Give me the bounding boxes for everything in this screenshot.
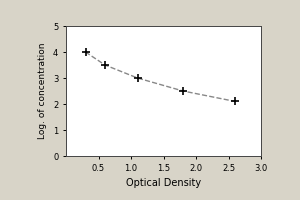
X-axis label: Optical Density: Optical Density: [126, 178, 201, 188]
Y-axis label: Log. of concentration: Log. of concentration: [38, 43, 47, 139]
